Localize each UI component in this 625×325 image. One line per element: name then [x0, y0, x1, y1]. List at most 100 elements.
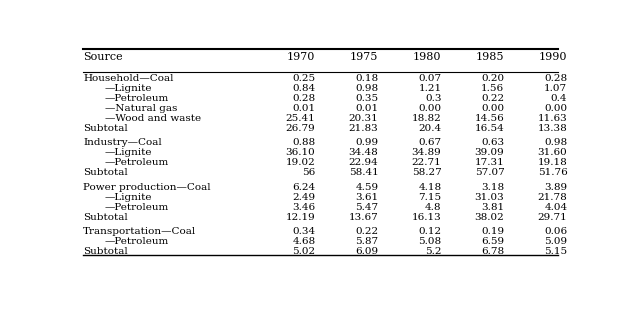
Text: 0.19: 0.19 — [481, 227, 504, 236]
Text: —Lignite: —Lignite — [105, 193, 152, 202]
Text: 1990: 1990 — [539, 52, 568, 61]
Text: 6.24: 6.24 — [292, 183, 316, 192]
Text: 22.71: 22.71 — [412, 158, 441, 167]
Text: 0.99: 0.99 — [355, 138, 379, 147]
Text: 0.28: 0.28 — [544, 73, 568, 83]
Text: Household—Coal: Household—Coal — [83, 73, 174, 83]
Text: 0.06: 0.06 — [544, 227, 568, 236]
Text: 22.94: 22.94 — [349, 158, 379, 167]
Text: 5.15: 5.15 — [544, 247, 568, 256]
Text: 0.98: 0.98 — [544, 138, 568, 147]
Text: Industry—Coal: Industry—Coal — [83, 138, 162, 147]
Text: 56: 56 — [302, 168, 316, 177]
Text: Subtotal: Subtotal — [83, 168, 127, 177]
Text: 57.07: 57.07 — [474, 168, 504, 177]
Text: 0.98: 0.98 — [355, 84, 379, 93]
Text: 3.18: 3.18 — [481, 183, 504, 192]
Text: 0.22: 0.22 — [481, 94, 504, 103]
Text: 4.18: 4.18 — [418, 183, 441, 192]
Text: 21.83: 21.83 — [349, 124, 379, 133]
Text: 0.00: 0.00 — [418, 104, 441, 112]
Text: 58.27: 58.27 — [412, 168, 441, 177]
Text: 1985: 1985 — [476, 52, 504, 61]
Text: 20.31: 20.31 — [349, 113, 379, 123]
Text: 34.89: 34.89 — [412, 148, 441, 157]
Text: 0.00: 0.00 — [481, 104, 504, 112]
Text: 0.18: 0.18 — [355, 73, 379, 83]
Text: 4.59: 4.59 — [355, 183, 379, 192]
Text: 3.61: 3.61 — [355, 193, 379, 202]
Text: Subtotal: Subtotal — [83, 213, 127, 222]
Text: 0.28: 0.28 — [292, 94, 316, 103]
Text: 16.54: 16.54 — [474, 124, 504, 133]
Text: 39.09: 39.09 — [474, 148, 504, 157]
Text: 13.38: 13.38 — [538, 124, 568, 133]
Text: 20.4: 20.4 — [418, 124, 441, 133]
Text: 4.04: 4.04 — [544, 203, 568, 212]
Text: 0.63: 0.63 — [481, 138, 504, 147]
Text: 1.07: 1.07 — [544, 84, 568, 93]
Text: 31.03: 31.03 — [474, 193, 504, 202]
Text: 0.4: 0.4 — [551, 94, 568, 103]
Text: 3.81: 3.81 — [481, 203, 504, 212]
Text: 6.78: 6.78 — [481, 247, 504, 256]
Text: 0.88: 0.88 — [292, 138, 316, 147]
Text: 0.84: 0.84 — [292, 84, 316, 93]
Text: 3.46: 3.46 — [292, 203, 316, 212]
Text: —Petroleum: —Petroleum — [105, 158, 169, 167]
Text: 0.3: 0.3 — [425, 94, 441, 103]
Text: —Petroleum: —Petroleum — [105, 203, 169, 212]
Text: 3.89: 3.89 — [544, 183, 568, 192]
Text: 0.07: 0.07 — [418, 73, 441, 83]
Text: 4.68: 4.68 — [292, 237, 316, 246]
Text: —Petroleum: —Petroleum — [105, 237, 169, 246]
Text: 51.76: 51.76 — [538, 168, 568, 177]
Text: 1.21: 1.21 — [418, 84, 441, 93]
Text: 5.47: 5.47 — [355, 203, 379, 212]
Text: 14.56: 14.56 — [474, 113, 504, 123]
Text: 38.02: 38.02 — [474, 213, 504, 222]
Text: 0.25: 0.25 — [292, 73, 316, 83]
Text: Transportation—Coal: Transportation—Coal — [83, 227, 196, 236]
Text: 19.18: 19.18 — [538, 158, 568, 167]
Text: 4.8: 4.8 — [425, 203, 441, 212]
Text: 5.87: 5.87 — [355, 237, 379, 246]
Text: 31.60: 31.60 — [538, 148, 568, 157]
Text: —Wood and waste: —Wood and waste — [105, 113, 201, 123]
Text: —Petroleum: —Petroleum — [105, 94, 169, 103]
Text: —Natural gas: —Natural gas — [105, 104, 177, 112]
Text: 12.19: 12.19 — [286, 213, 316, 222]
Text: 0.35: 0.35 — [355, 94, 379, 103]
Text: 0.01: 0.01 — [292, 104, 316, 112]
Text: 5.02: 5.02 — [292, 247, 316, 256]
Text: —Lignite: —Lignite — [105, 148, 152, 157]
Text: 18.82: 18.82 — [412, 113, 441, 123]
Text: 11.63: 11.63 — [538, 113, 568, 123]
Text: 0.12: 0.12 — [418, 227, 441, 236]
Text: 0.20: 0.20 — [481, 73, 504, 83]
Text: 26.79: 26.79 — [286, 124, 316, 133]
Text: 0.01: 0.01 — [355, 104, 379, 112]
Text: 34.48: 34.48 — [349, 148, 379, 157]
Text: 5.08: 5.08 — [418, 237, 441, 246]
Text: 6.59: 6.59 — [481, 237, 504, 246]
Text: 5.2: 5.2 — [425, 247, 441, 256]
Text: 0.22: 0.22 — [355, 227, 379, 236]
Text: 7.15: 7.15 — [418, 193, 441, 202]
Text: 1970: 1970 — [287, 52, 316, 61]
Text: 19.02: 19.02 — [286, 158, 316, 167]
Text: Source: Source — [83, 52, 122, 61]
Text: 13.67: 13.67 — [349, 213, 379, 222]
Text: 58.41: 58.41 — [349, 168, 379, 177]
Text: —Lignite: —Lignite — [105, 84, 152, 93]
Text: 25.41: 25.41 — [286, 113, 316, 123]
Text: 36.10: 36.10 — [286, 148, 316, 157]
Text: 6.09: 6.09 — [355, 247, 379, 256]
Text: 16.13: 16.13 — [412, 213, 441, 222]
Text: 0.67: 0.67 — [418, 138, 441, 147]
Text: 0.34: 0.34 — [292, 227, 316, 236]
Text: Subtotal: Subtotal — [83, 124, 127, 133]
Text: Power production—Coal: Power production—Coal — [83, 183, 211, 192]
Text: 21.78: 21.78 — [538, 193, 568, 202]
Text: 29.71: 29.71 — [538, 213, 568, 222]
